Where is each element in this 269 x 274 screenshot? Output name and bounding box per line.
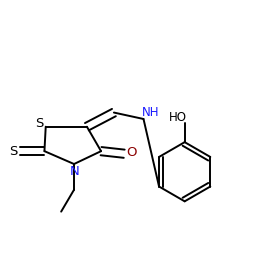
Text: O: O	[127, 146, 137, 159]
Text: NH: NH	[142, 106, 160, 119]
Text: S: S	[9, 145, 18, 158]
Text: HO: HO	[169, 111, 187, 124]
Text: N: N	[70, 165, 80, 178]
Text: S: S	[35, 117, 44, 130]
